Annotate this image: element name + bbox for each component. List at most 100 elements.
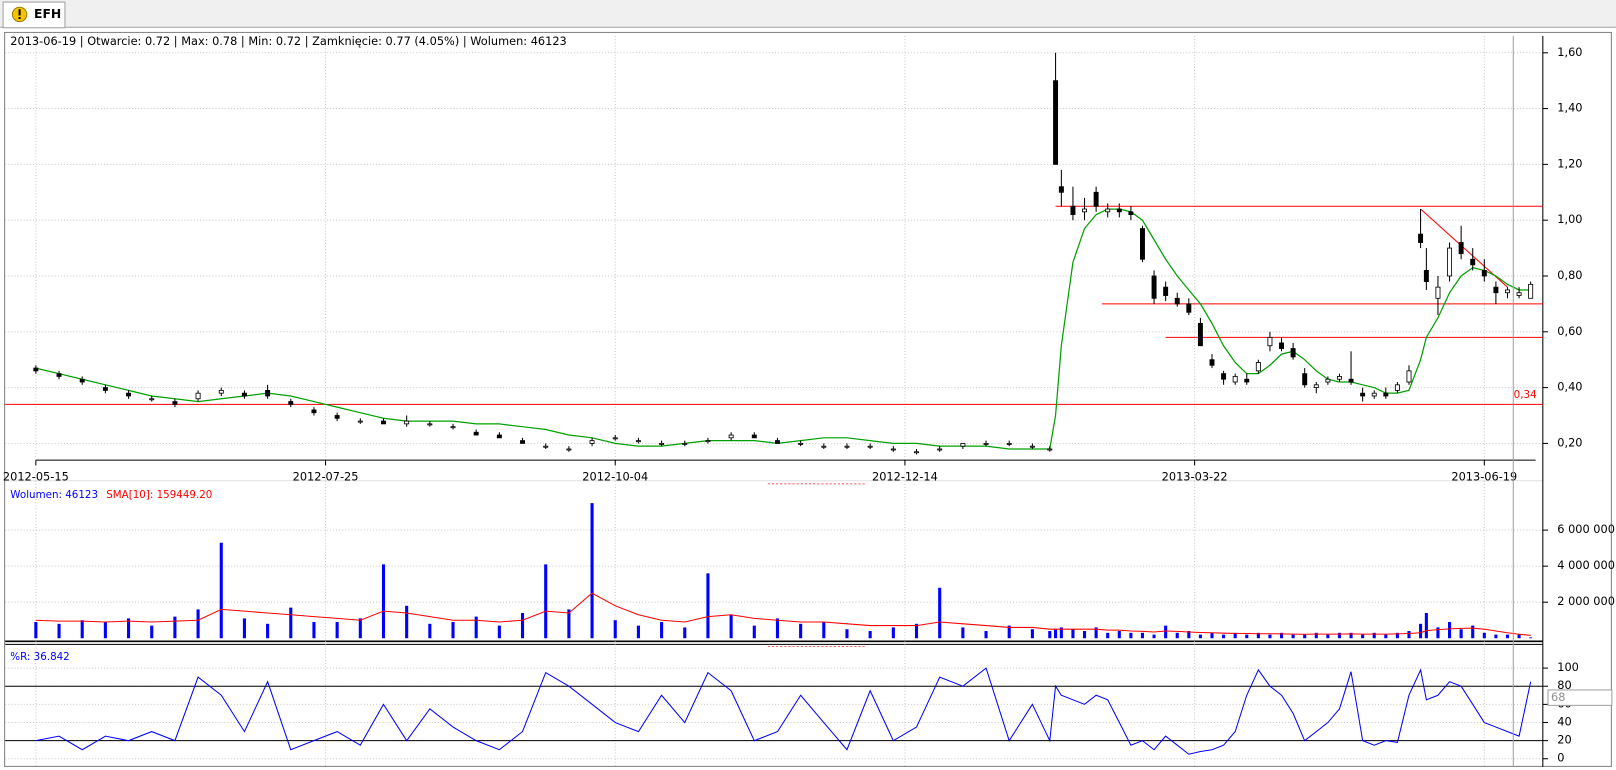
candle-body	[172, 401, 178, 405]
candle-body	[195, 392, 201, 400]
candle-body	[1435, 286, 1441, 299]
candle-body	[288, 401, 294, 405]
tab[interactable]	[2, 1, 66, 29]
volume-bar	[1175, 632, 1179, 639]
legend-entry: Wolumen: 46123	[10, 489, 98, 501]
candle-body	[1423, 269, 1429, 282]
candle-body	[1209, 359, 1215, 366]
legend-entry: SMA[10]: 159449.20	[106, 489, 212, 501]
volume-bar	[1140, 632, 1145, 639]
candle-body	[983, 442, 989, 445]
candle-body	[1493, 286, 1499, 294]
volume-bar	[1529, 637, 1533, 639]
candle-body	[311, 409, 317, 414]
candle-body	[126, 392, 132, 397]
volume-bar	[1395, 632, 1399, 639]
moving-average	[35, 208, 1531, 450]
y-tick-label: 0	[1557, 751, 1564, 765]
candle-body	[334, 415, 340, 419]
candle-body	[821, 445, 827, 448]
volume-bar	[891, 627, 895, 639]
cursor-box	[1547, 689, 1613, 706]
candle-body	[496, 434, 502, 439]
candle-body	[1325, 378, 1331, 383]
candle-body	[659, 442, 665, 445]
candle-body	[1029, 445, 1035, 448]
volume-bar	[474, 616, 478, 639]
candle-body	[1406, 370, 1412, 383]
volume-bar	[1448, 622, 1452, 639]
volume-bar	[127, 618, 131, 639]
candle-body	[241, 392, 247, 397]
candle-body	[728, 434, 734, 439]
candle-body	[566, 448, 572, 451]
candle-body	[404, 420, 410, 425]
volume-bar	[706, 573, 710, 639]
volume-bar	[1256, 632, 1260, 639]
candle-body	[1470, 258, 1476, 266]
volume-bar	[961, 627, 965, 639]
candle-body	[473, 431, 479, 436]
candle-body	[1197, 323, 1203, 347]
volume-bar	[567, 609, 571, 639]
candle-body	[1371, 392, 1377, 397]
candle-body	[1093, 191, 1099, 207]
candle-body	[1053, 80, 1059, 165]
volume-bar	[57, 623, 61, 639]
volume-bar	[1082, 631, 1087, 639]
y-tick-label: 80	[1557, 678, 1571, 692]
candle-body	[265, 389, 271, 397]
candle-body	[1383, 392, 1389, 397]
candle-body	[751, 434, 757, 439]
x-tick-label: 2012-12-14	[872, 470, 938, 484]
indicator-line	[35, 667, 1532, 755]
volume-bar	[590, 503, 594, 639]
x-tick-label: 2012-10-04	[582, 470, 648, 484]
volume-bar	[451, 622, 455, 639]
candle-body	[1290, 348, 1296, 358]
volume-bar	[1471, 625, 1475, 639]
y-tick-label: 6 000 000	[1557, 522, 1615, 536]
volume-bar	[312, 622, 316, 639]
volume-bar	[775, 618, 780, 639]
y-tick-label: 1,20	[1557, 156, 1582, 170]
volume-sma	[35, 592, 1531, 636]
volume-bar	[381, 564, 386, 639]
candle-body	[960, 442, 966, 447]
tab-label[interactable]: EFH	[34, 7, 61, 21]
candle-body	[682, 442, 688, 445]
ohlc-info: 2013-06-19 | Otwarcie: 0.72 | Max: 0.78 …	[10, 34, 566, 48]
volume-bar	[497, 625, 501, 639]
candle-body	[1116, 208, 1122, 213]
candle-body	[1006, 442, 1012, 445]
volume-bar	[1291, 634, 1295, 639]
volume-bar	[938, 587, 942, 639]
candle-body	[1244, 378, 1250, 383]
volume-bar	[1106, 632, 1110, 639]
candle-body	[1070, 205, 1076, 216]
y-tick-label: 1,40	[1557, 101, 1582, 115]
candle-body	[937, 448, 943, 451]
candle-body	[1105, 208, 1111, 213]
volume-bar	[1268, 634, 1272, 639]
volume-bar	[289, 607, 293, 639]
candle-body	[1174, 297, 1180, 305]
volume-bar	[150, 625, 154, 639]
candle-body	[1082, 208, 1088, 213]
x-tick-label: 2013-03-22	[1162, 470, 1228, 484]
candle-body	[1505, 289, 1510, 294]
y-tick-label: 20	[1557, 733, 1571, 747]
volume-bar	[613, 620, 617, 639]
candle-body	[1128, 211, 1134, 216]
candle-body	[1302, 373, 1308, 386]
candle-body	[1336, 376, 1342, 380]
volume-bar	[822, 622, 826, 639]
volume-bar	[1094, 627, 1098, 639]
volume-bar	[1054, 629, 1058, 639]
volume-bar	[196, 609, 200, 639]
cursor-value: 68	[1551, 690, 1565, 704]
volume-bar	[80, 620, 84, 639]
candle-body	[1232, 376, 1238, 383]
volume-bar	[242, 618, 246, 639]
